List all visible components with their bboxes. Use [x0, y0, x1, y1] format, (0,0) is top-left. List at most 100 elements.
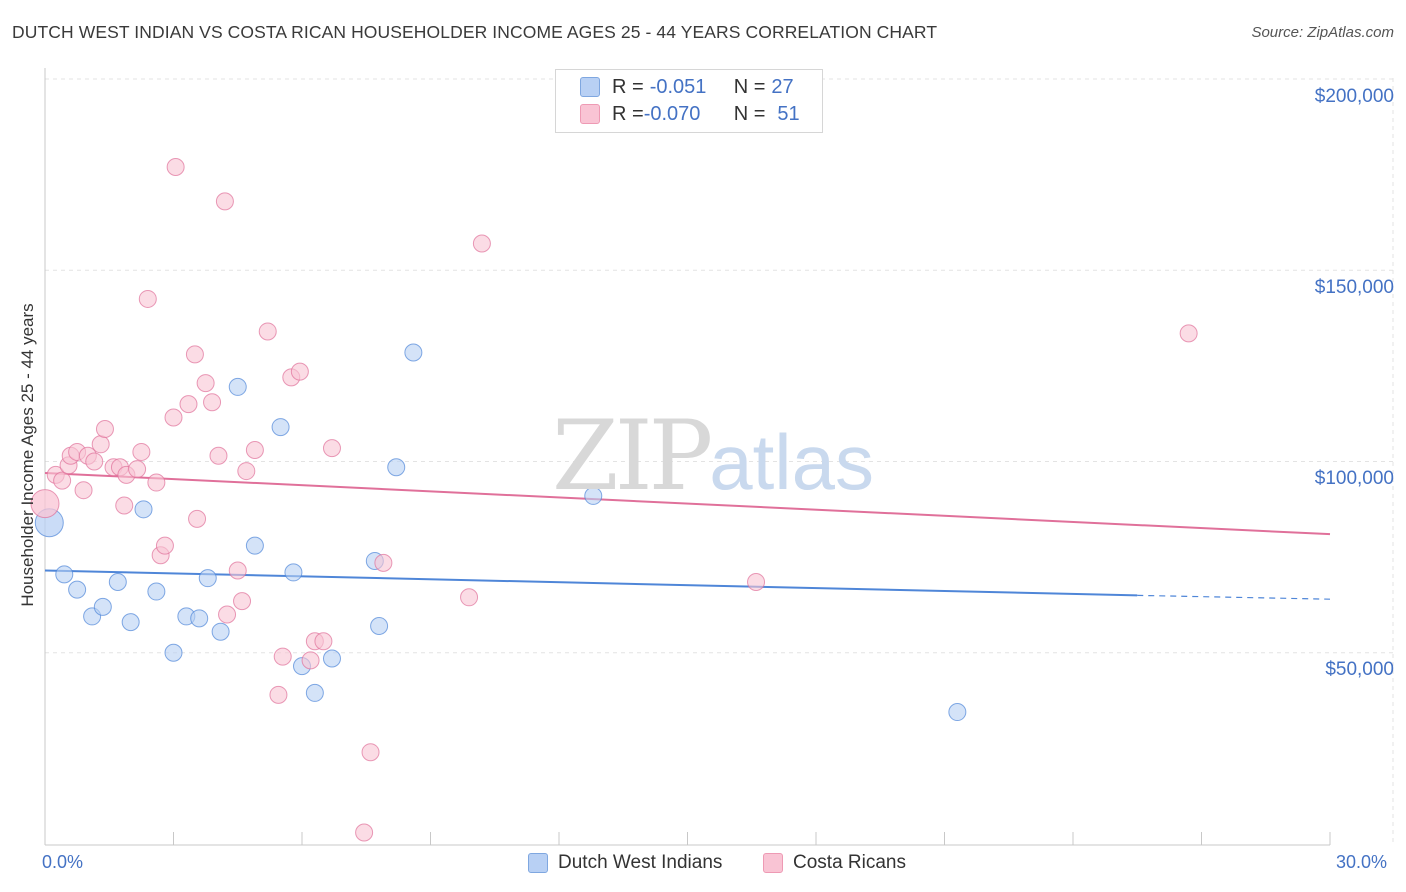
watermark-atlas: atlas [709, 418, 874, 506]
costa-ricans-point [355, 823, 374, 842]
costa-ricans-point [237, 462, 256, 481]
costa-ricans-point [179, 395, 198, 414]
costa-ricans-point [472, 234, 491, 253]
costa-ricans-point [209, 446, 228, 465]
costa-ricans-point [188, 509, 207, 528]
legend-swatch-pink [763, 853, 783, 873]
x-tick-label-min: 0.0% [42, 852, 84, 872]
watermark: ZIPatlas [552, 400, 874, 512]
n-label: N = [733, 75, 766, 98]
costa-ricans-point [258, 322, 277, 341]
costa-ricans-point [269, 685, 288, 704]
dutch-west-indians-point [164, 643, 183, 662]
dutch-west-indians-point [55, 565, 74, 584]
y-tick-label-200000: $200,000 [1314, 86, 1394, 107]
y-tick-label-150000: $150,000 [1314, 277, 1394, 298]
dutch-west-indians-point [284, 563, 303, 582]
data-points [30, 157, 1198, 842]
dutch-west-indians-point [404, 343, 423, 362]
costa-ricans-point [301, 651, 320, 670]
dutch-west-indians-point [387, 458, 406, 477]
costa-ricans-point [228, 561, 247, 580]
dutch-west-indians-point [108, 572, 127, 591]
costa-ricans-point [196, 374, 215, 393]
dutch-west-indians-point [68, 580, 87, 599]
dutch-west-indians-point [134, 500, 153, 519]
axes [44, 68, 1331, 846]
dutch-west-indians-point [121, 613, 140, 632]
costa-ricans-point [203, 393, 222, 412]
costa-ricans-point [215, 192, 234, 211]
costa-ricans-point [91, 435, 110, 454]
dutch-west-indians-point [322, 649, 341, 668]
r-label: R = [612, 102, 644, 125]
costa-ricans-point [747, 572, 766, 591]
dutch-west-indians-point [228, 377, 247, 396]
costa-ricans-point [95, 419, 114, 438]
trend-line-1 [44, 471, 1331, 536]
costa-ricans-point [155, 536, 174, 555]
costa-ricans-point [218, 605, 237, 624]
dutch-west-indians-point [93, 597, 112, 616]
watermark-zip: ZIP [552, 400, 713, 512]
dutch-west-indians-point [245, 536, 264, 555]
n-value: 27 [771, 75, 794, 98]
trend-line-0 [44, 569, 1138, 597]
legend-label: Dutch West Indians [558, 852, 723, 873]
costa-ricans-point [138, 289, 157, 308]
dutch-west-indians-point [198, 569, 217, 588]
legend-item-dutch-west-indians[interactable]: Dutch West Indians [528, 852, 722, 874]
r-value: -0.051 [649, 75, 707, 98]
costa-ricans-point [132, 442, 151, 461]
dutch-west-indians-point [948, 703, 967, 722]
y-tick-label-100000: $100,000 [1314, 468, 1394, 489]
costa-ricans-point [233, 592, 252, 611]
correlation-legend: R = -0.051 N = 27 R = -0.070 N = 51 [555, 69, 823, 133]
legend-swatch-blue [580, 77, 600, 97]
dutch-west-indians-point [370, 616, 389, 635]
costa-ricans-point [245, 441, 264, 460]
costa-ricans-point [128, 460, 147, 479]
costa-ricans-point [74, 481, 93, 500]
r-label: R = [612, 75, 644, 98]
costa-ricans-point [147, 473, 166, 492]
dutch-west-indians-point [190, 609, 209, 628]
r-value: -0.070 [643, 102, 701, 125]
costa-ricans-point [290, 362, 309, 381]
trend-line-extension-0 [1137, 594, 1331, 600]
x-tick-label-max: 30.0% [1336, 852, 1388, 872]
costa-ricans-point [273, 647, 292, 666]
costa-ricans-point [85, 452, 104, 471]
costa-ricans-point [53, 471, 72, 490]
chart-title: DUTCH WEST INDIAN VS COSTA RICAN HOUSEHO… [12, 22, 938, 42]
legend-swatch-blue [528, 853, 548, 873]
costa-ricans-point [185, 345, 204, 364]
source-label: Source: ZipAtlas.com [1251, 24, 1394, 41]
legend-swatch-pink [580, 104, 600, 124]
legend-label: Costa Ricans [793, 852, 906, 873]
y-tick-label-50000: $50,000 [1325, 659, 1394, 680]
costa-ricans-point [166, 157, 185, 176]
dutch-west-indians-point [271, 418, 290, 437]
costa-ricans-point [460, 588, 479, 607]
costa-ricans-point [115, 496, 134, 515]
n-value: 51 [777, 102, 800, 125]
dutch-west-indians-point [211, 622, 230, 641]
dutch-west-indians-point [584, 486, 603, 505]
n-label: N = [733, 102, 766, 125]
legend-row-costa-ricans: R = -0.070 N = 51 [580, 101, 800, 127]
trend-lines [44, 471, 1331, 600]
costa-ricans-point [322, 439, 341, 458]
dutch-west-indians-point [147, 582, 166, 601]
costa-ricans-point [314, 632, 333, 651]
legend-row-dutch-west-indians: R = -0.051 N = 27 [580, 74, 794, 100]
costa-ricans-point [30, 489, 60, 519]
costa-ricans-point [374, 553, 393, 572]
dutch-west-indians-point [305, 683, 324, 702]
costa-ricans-point [361, 743, 380, 762]
costa-ricans-point [164, 408, 183, 427]
legend-item-costa-ricans[interactable]: Costa Ricans [763, 852, 906, 874]
y-axis-label: Householder Income Ages 25 - 44 years [18, 303, 37, 607]
costa-ricans-point [1179, 324, 1198, 343]
